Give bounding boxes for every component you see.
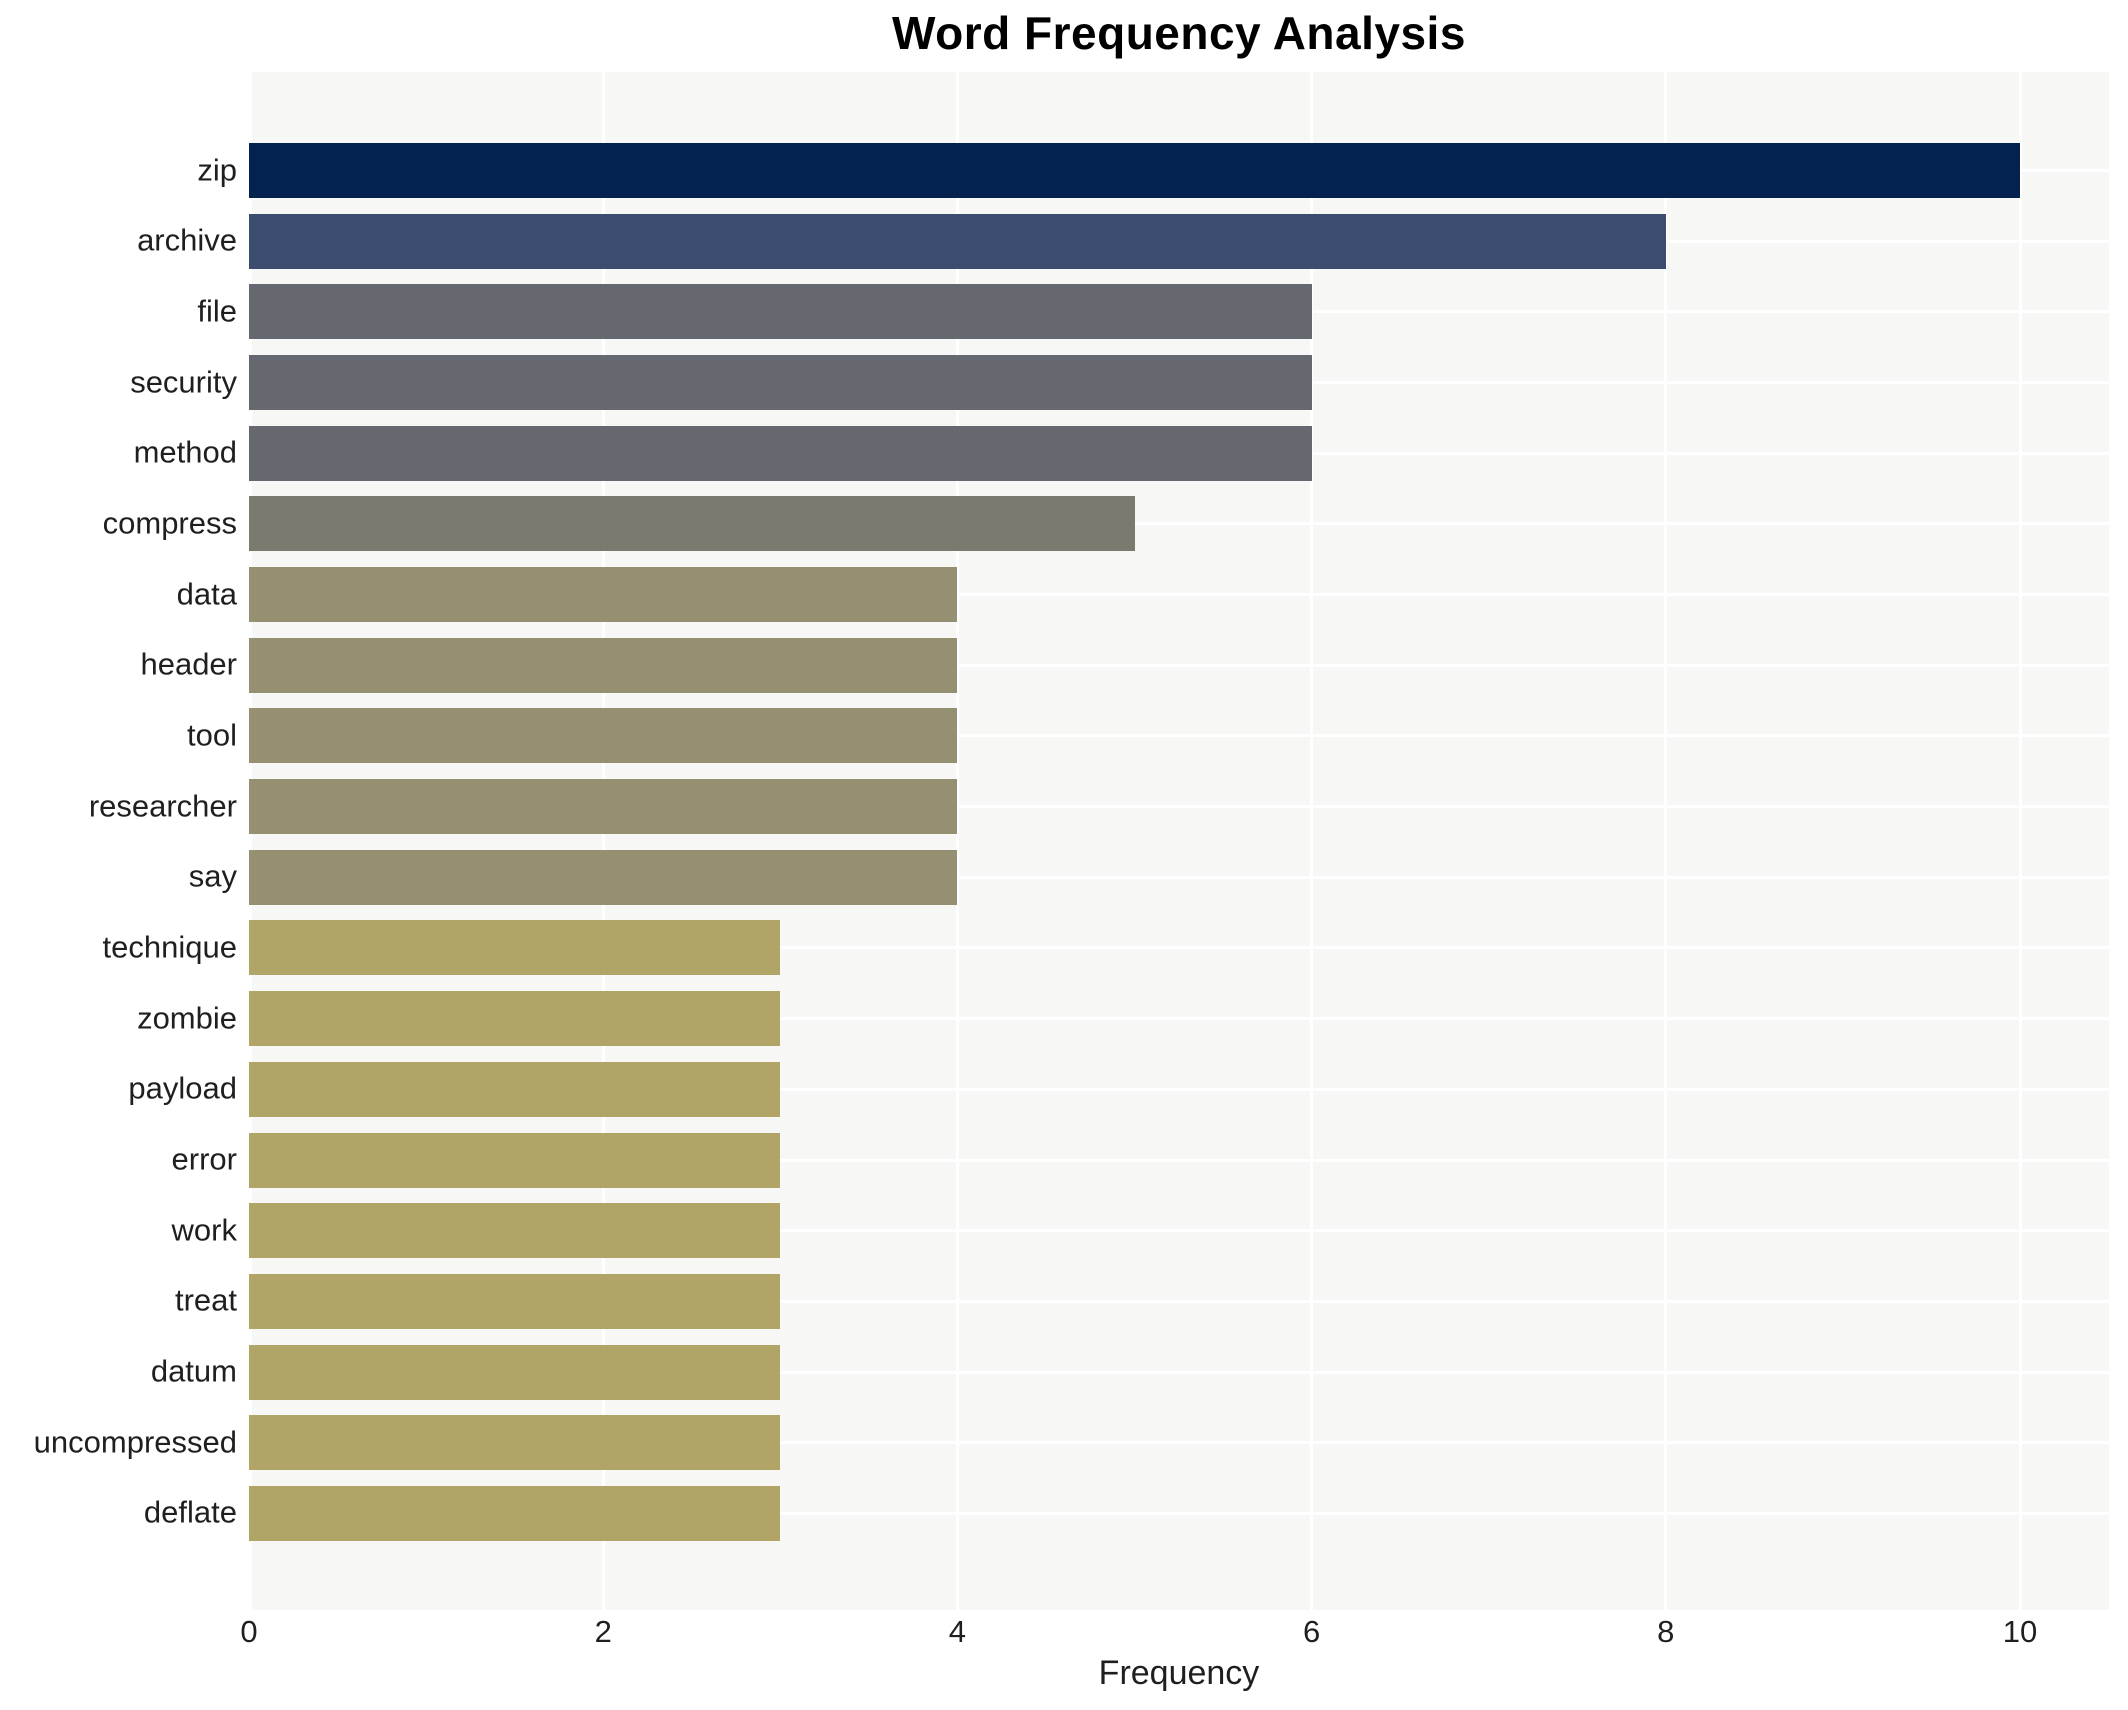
bar-say bbox=[249, 849, 958, 905]
h-gridline bbox=[249, 522, 2109, 526]
bar-work bbox=[249, 1203, 781, 1259]
bar-header bbox=[249, 637, 958, 693]
v-gridline bbox=[249, 72, 252, 1610]
x-tick-label: 8 bbox=[1657, 1614, 1675, 1649]
h-gridline bbox=[249, 1158, 2109, 1162]
bar-archive bbox=[249, 213, 1666, 269]
y-axis-label: zombie bbox=[137, 999, 237, 1035]
h-gridline bbox=[249, 1017, 2109, 1021]
bar-datum bbox=[249, 1344, 781, 1400]
v-gridline bbox=[2018, 72, 2022, 1610]
h-gridline bbox=[249, 1441, 2109, 1445]
y-axis-label: archive bbox=[137, 222, 237, 258]
v-gridline bbox=[955, 72, 959, 1610]
x-tick-label: 0 bbox=[240, 1614, 258, 1649]
bar-payload bbox=[249, 1061, 781, 1117]
bar-data bbox=[249, 567, 958, 623]
bar-method bbox=[249, 425, 1312, 481]
bar-tool bbox=[249, 708, 958, 764]
h-gridline bbox=[249, 1370, 2109, 1374]
y-axis-label: security bbox=[130, 363, 237, 399]
h-gridline bbox=[249, 593, 2109, 597]
h-gridline bbox=[249, 946, 2109, 950]
bar-compress bbox=[249, 496, 1135, 552]
bar-zombie bbox=[249, 991, 781, 1047]
y-axis-label: researcher bbox=[88, 787, 237, 823]
bar-treat bbox=[249, 1273, 781, 1329]
v-gridline bbox=[1664, 72, 1668, 1610]
bar-technique bbox=[249, 920, 781, 976]
y-axis-label: datum bbox=[150, 1353, 237, 1389]
plot-area bbox=[249, 72, 2109, 1610]
y-axis-label: uncompressed bbox=[33, 1424, 237, 1460]
bar-uncompressed bbox=[249, 1415, 781, 1471]
y-axis-label: header bbox=[140, 646, 237, 682]
h-gridline bbox=[249, 663, 2109, 667]
y-axis-label: deflate bbox=[143, 1494, 237, 1530]
h-gridline bbox=[249, 1511, 2109, 1515]
bar-zip bbox=[249, 143, 2020, 198]
chart-title: Word Frequency Analysis bbox=[892, 7, 1466, 59]
y-axis-label: error bbox=[171, 1141, 237, 1177]
h-gridline bbox=[249, 1229, 2109, 1233]
x-tick-label: 4 bbox=[948, 1614, 967, 1649]
y-axis-label: data bbox=[176, 575, 237, 611]
h-gridline bbox=[249, 1087, 2109, 1091]
x-tick-label: 2 bbox=[594, 1614, 612, 1649]
h-gridline bbox=[249, 875, 2109, 879]
y-axis-label: technique bbox=[102, 929, 237, 965]
bar-researcher bbox=[249, 779, 958, 835]
y-axis-label: compress bbox=[102, 505, 237, 541]
x-tick-label: 10 bbox=[2002, 1614, 2038, 1649]
bar-security bbox=[249, 355, 1312, 411]
v-gridline bbox=[1310, 72, 1314, 1610]
y-axis-label: file bbox=[197, 293, 237, 329]
h-gridline bbox=[249, 805, 2109, 809]
x-axis-label: Frequency bbox=[1098, 1654, 1260, 1692]
bar-error bbox=[249, 1132, 781, 1188]
h-gridline bbox=[249, 734, 2109, 738]
v-gridline bbox=[601, 72, 605, 1610]
bar-file bbox=[249, 284, 1312, 340]
y-axis-label: tool bbox=[187, 717, 237, 753]
y-axis-label: method bbox=[133, 434, 237, 470]
y-axis-label: say bbox=[188, 858, 237, 894]
y-axis-label: work bbox=[171, 1211, 237, 1247]
x-tick-label: 6 bbox=[1302, 1614, 1321, 1649]
y-axis-label: treat bbox=[174, 1282, 237, 1318]
y-axis-label: payload bbox=[128, 1070, 237, 1106]
bar-deflate bbox=[249, 1485, 781, 1541]
y-axis-label: zip bbox=[197, 151, 237, 187]
h-gridline bbox=[249, 1299, 2109, 1303]
